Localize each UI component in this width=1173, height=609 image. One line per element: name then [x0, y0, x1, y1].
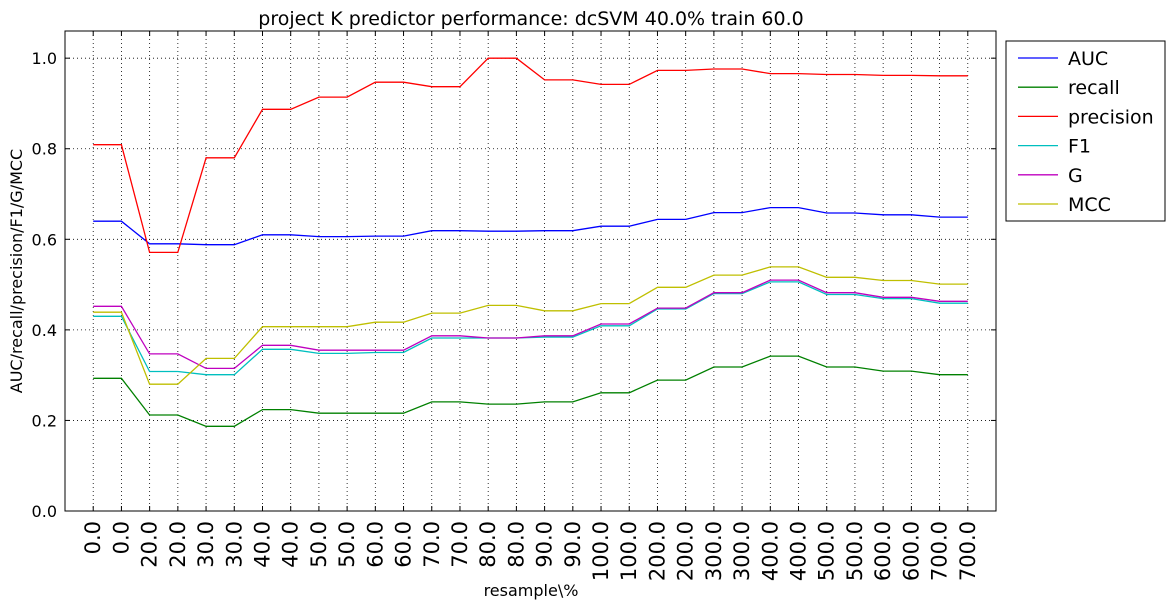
y-axis-label: AUC/recall/precision/F1/G/MCC [7, 149, 26, 393]
series-line-recall [93, 355, 968, 427]
x-tick-label: 700.0 [928, 521, 952, 581]
x-tick-label: 200.0 [674, 521, 698, 581]
legend-label-auc: AUC [1068, 48, 1108, 70]
y-tick-labels: 0.0 0.2 0.4 0.6 0.8 1.0 [32, 49, 57, 521]
x-tick-label: 300.0 [730, 521, 754, 581]
legend-label-mcc: MCC [1068, 194, 1111, 216]
plot-frame [64, 30, 997, 512]
legend-label-recall: recall [1068, 77, 1120, 99]
series-line-g [93, 279, 968, 370]
x-tick-label: 90.0 [561, 521, 585, 568]
x-tick-label: 40.0 [279, 521, 303, 568]
x-tick-label: 0.0 [109, 521, 133, 554]
series-lines [93, 57, 968, 427]
legend-label-f1: F1 [1068, 136, 1091, 158]
legend: AUC recall precision F1 G MCC [1005, 40, 1166, 222]
x-tick-label: 90.0 [533, 521, 557, 568]
y-tick-label: 0.6 [32, 230, 57, 249]
x-tick-label: 700.0 [956, 521, 980, 581]
ticks [65, 31, 996, 512]
series-line-mcc [93, 266, 968, 385]
x-tick-label: 200.0 [645, 521, 669, 581]
x-tick-label: 20.0 [138, 521, 162, 568]
x-tick-label: 600.0 [899, 521, 923, 581]
y-tick-label: 0.2 [32, 411, 57, 430]
x-tick-label: 70.0 [420, 521, 444, 568]
chart-title: project K predictor performance: dcSVM 4… [258, 8, 803, 30]
x-tick-label: 40.0 [250, 521, 274, 568]
x-tick-label: 300.0 [702, 521, 726, 581]
y-tick-label: 0.4 [32, 321, 57, 340]
x-tick-label: 50.0 [335, 521, 359, 568]
x-tick-label: 0.0 [81, 521, 105, 554]
x-tick-label: 80.0 [504, 521, 528, 568]
x-tick-label: 500.0 [815, 521, 839, 581]
x-tick-label: 400.0 [787, 521, 811, 581]
x-tick-label: 50.0 [307, 521, 331, 568]
x-tick-label: 60.0 [363, 521, 387, 568]
x-tick-label: 500.0 [843, 521, 867, 581]
legend-box [1005, 40, 1166, 222]
x-tick-label: 70.0 [448, 521, 472, 568]
x-tick-label: 60.0 [392, 521, 416, 568]
x-tick-label: 600.0 [871, 521, 895, 581]
x-tick-label: 100.0 [589, 521, 613, 581]
legend-label-g: G [1068, 165, 1083, 187]
x-tick-label: 80.0 [476, 521, 500, 568]
y-tick-label: 0.0 [32, 502, 57, 521]
series-line-precision [93, 57, 968, 254]
x-tick-label: 30.0 [194, 521, 218, 568]
grid [65, 31, 996, 512]
legend-label-precision: precision [1068, 106, 1154, 128]
y-tick-label: 1.0 [32, 49, 57, 68]
x-tick-labels: 0.0 0.0 20.0 20.0 30.0 30.0 40.0 40.0 50.0 50.0 60… [81, 521, 980, 581]
x-axis-label: resample\% [484, 581, 579, 600]
series-line-f1 [93, 281, 968, 376]
y-tick-label: 0.8 [32, 140, 57, 159]
x-tick-label: 100.0 [617, 521, 641, 581]
x-tick-label: 400.0 [758, 521, 782, 581]
series-line-auc [93, 206, 968, 246]
x-tick-label: 20.0 [166, 521, 190, 568]
x-tick-label: 30.0 [222, 521, 246, 568]
